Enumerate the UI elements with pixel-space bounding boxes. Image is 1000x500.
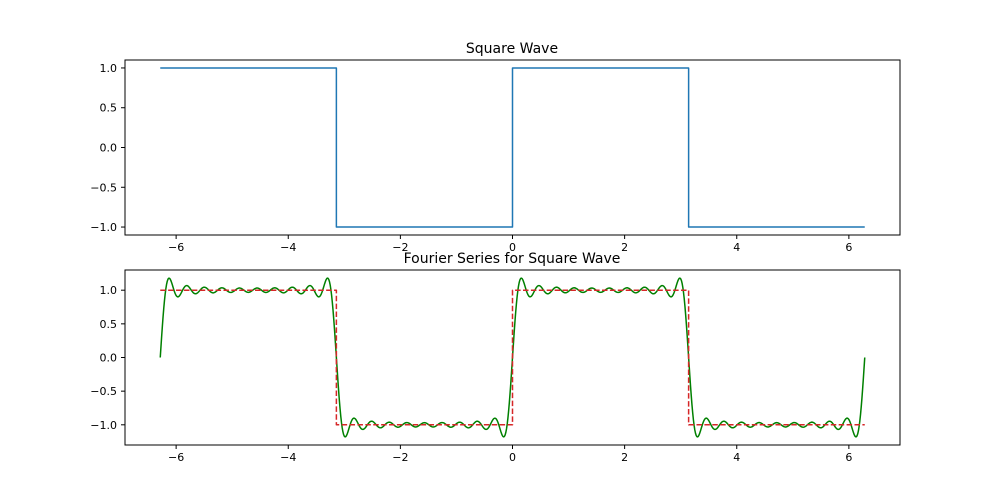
square-wave-ytick-label: 0.0: [100, 142, 118, 155]
square-wave-xtick-label: 6: [845, 241, 852, 254]
fourier-series-series: [159, 277, 866, 438]
square-wave-xtick-label: 4: [733, 241, 740, 254]
fourier-series-xtick-label: 2: [621, 451, 628, 464]
square-wave-xtick-label: −6: [168, 241, 184, 254]
square-wave-ticks: −6 −4 −2 0 2 4 6 1.0 0.5 0.0 −0.5 −1.0: [90, 62, 852, 254]
fourier-series-axes: −6 −4 −2 0 2 4 6 1.0 0.5 0.0 −0.5 −1.0 Fourier Seri…: [90, 251, 901, 464]
fourier-series-title: Fourier Series for Square Wave: [404, 251, 621, 267]
fourier-series-ytick-label: 1.0: [100, 284, 118, 297]
square-wave-xtick-label: 2: [621, 241, 628, 254]
fourier-series-ytick-label: 0.5: [100, 318, 118, 331]
fourier-series-ticks: −6 −4 −2 0 2 4 6 1.0 0.5 0.0 −0.5 −1.0: [90, 284, 852, 464]
fourier-series-ytick-label: 0.0: [100, 352, 118, 365]
square-wave-xtick-label: −2: [392, 241, 408, 254]
fourier-series-xtick-label: 4: [733, 451, 740, 464]
square-wave-ytick-label: −0.5: [90, 181, 117, 194]
square-wave-ytick-label: −1.0: [90, 221, 117, 234]
fourier-series-ytick-label: −0.5: [90, 385, 117, 398]
square-wave-title: Square Wave: [466, 41, 558, 57]
fourier-series-xtick-label: −2: [392, 451, 408, 464]
square-wave-plot-frame: [124, 59, 901, 236]
square-wave-series: [160, 67, 865, 228]
square-wave-axes: Square Wave −6 −4 −2 0 2 4 6 1.0 0.5 0.0 −0.5 −1.0: [90, 41, 901, 254]
fourier-series-xtick-label: −6: [168, 451, 184, 464]
square-wave-ytick-label: 1.0: [100, 62, 118, 75]
fourier-series-xtick-label: −4: [280, 451, 296, 464]
fourier-series-xtick-label: 6: [845, 451, 852, 464]
fourier-series-xtick-label: 0: [509, 451, 516, 464]
square-wave-ytick-label: 0.5: [100, 102, 118, 115]
square-wave-xtick-label: 0: [509, 241, 516, 254]
square-wave-xtick-label: −4: [280, 241, 296, 254]
fourier-series-ytick-label: −1.0: [90, 419, 117, 432]
square-wave-series-line-0: [160, 67, 865, 228]
fourier-series-series-line-1: [160, 289, 865, 426]
